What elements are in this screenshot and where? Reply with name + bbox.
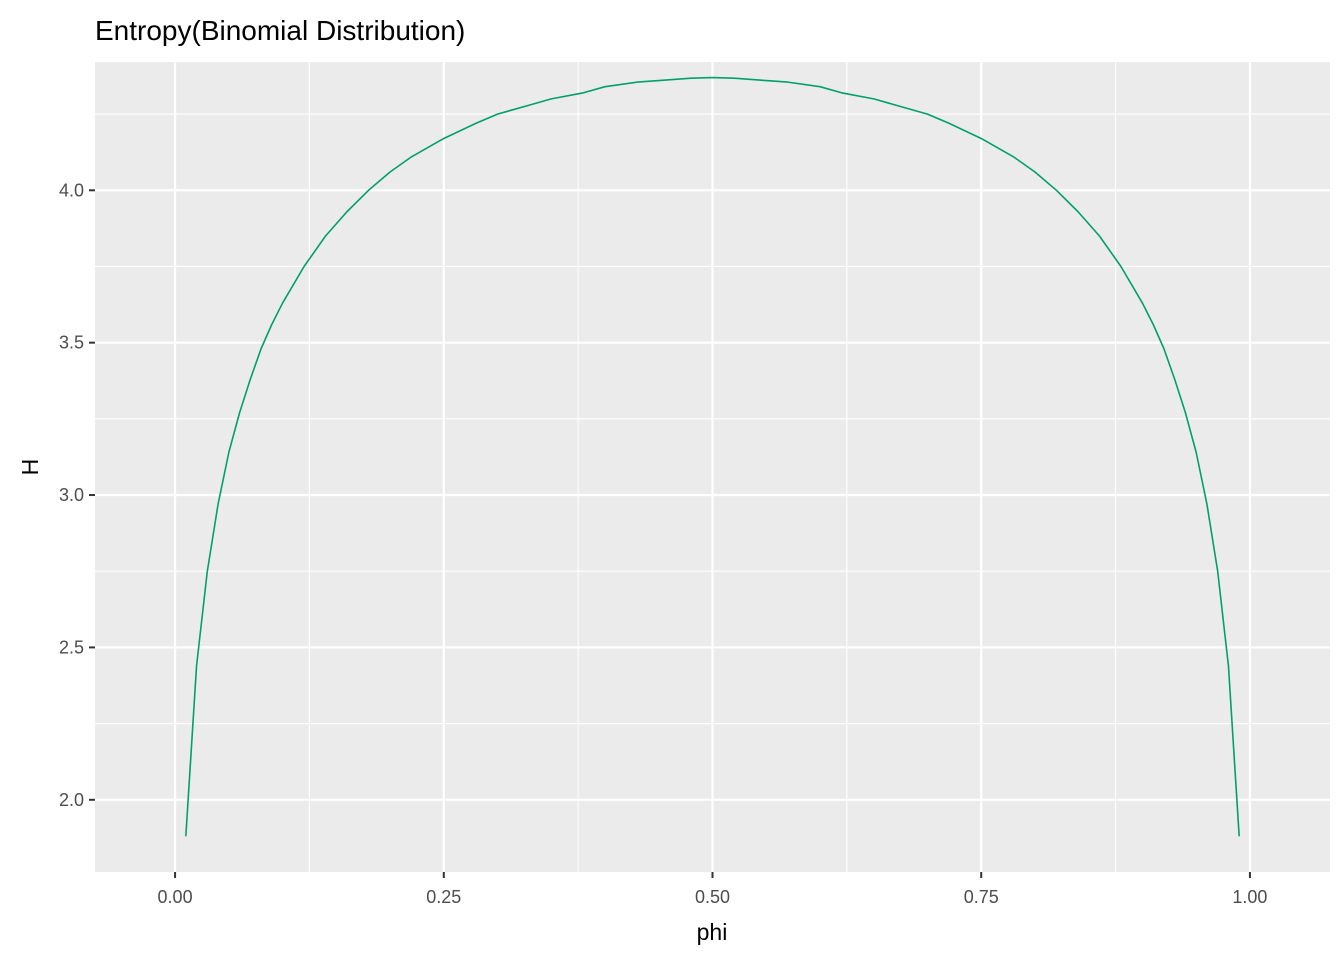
x-axis: 0.00 0.25 0.50 0.75 1.00 (158, 872, 1267, 907)
x-axis-title: phi (697, 919, 728, 945)
x-tick-label: 0.75 (964, 887, 999, 907)
x-tick-label: 0.50 (695, 887, 730, 907)
entropy-series-line (185, 76, 1240, 837)
y-tick-label: 3.0 (59, 485, 84, 505)
y-tick-label: 2.5 (59, 637, 84, 657)
grid-major (95, 62, 1330, 872)
y-tick-label: 3.5 (59, 333, 84, 353)
chart-title: Entropy(Binomial Distribution) (95, 15, 465, 46)
y-tick-label: 4.0 (59, 180, 84, 200)
y-axis-title: H (17, 459, 43, 476)
x-tick-label: 1.00 (1232, 887, 1267, 907)
x-tick-label: 0.25 (426, 887, 461, 907)
y-axis: 2.0 2.5 3.0 3.5 4.0 (59, 180, 95, 810)
y-tick-label: 2.0 (59, 790, 84, 810)
x-tick-label: 0.00 (158, 887, 193, 907)
series-layer (185, 76, 1240, 837)
